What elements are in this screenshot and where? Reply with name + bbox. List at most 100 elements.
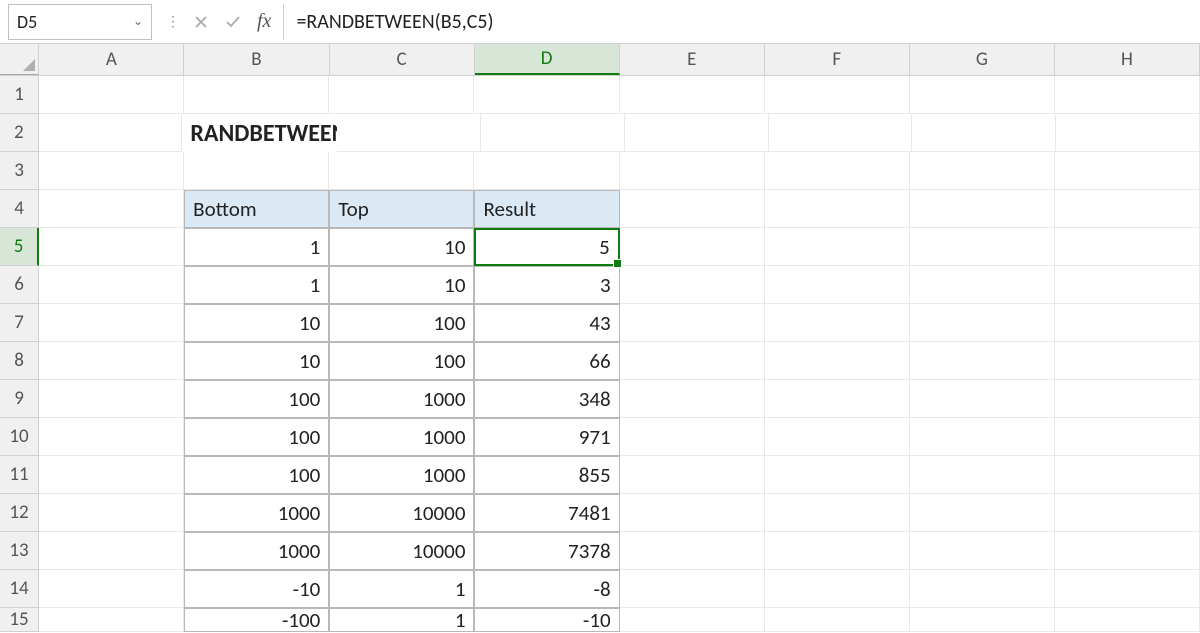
cell-E8[interactable] bbox=[620, 342, 765, 380]
cell-D12[interactable]: 7481 bbox=[474, 494, 619, 532]
cell-C1[interactable] bbox=[329, 76, 474, 114]
cell-B15[interactable]: -100 bbox=[184, 608, 329, 632]
cell-A14[interactable] bbox=[39, 570, 184, 608]
row-header-14[interactable]: 14 bbox=[0, 570, 39, 608]
row-header-6[interactable]: 6 bbox=[0, 266, 39, 304]
cell-B3[interactable] bbox=[184, 152, 329, 190]
cell-A11[interactable] bbox=[39, 456, 184, 494]
cell-D11[interactable]: 855 bbox=[474, 456, 619, 494]
cell-D10[interactable]: 971 bbox=[474, 418, 619, 456]
cell-C15[interactable]: 1 bbox=[329, 608, 474, 632]
cancel-icon[interactable] bbox=[185, 6, 217, 38]
select-all-corner[interactable] bbox=[0, 44, 39, 75]
cell-E3[interactable] bbox=[620, 152, 765, 190]
cell-H10[interactable] bbox=[1055, 418, 1200, 456]
cell-H14[interactable] bbox=[1055, 570, 1200, 608]
cell-A8[interactable] bbox=[39, 342, 184, 380]
row-header-11[interactable]: 11 bbox=[0, 456, 39, 494]
cell-B11[interactable]: 100 bbox=[184, 456, 329, 494]
cell-G14[interactable] bbox=[910, 570, 1055, 608]
column-header-G[interactable]: G bbox=[910, 44, 1055, 75]
cell-A15[interactable] bbox=[39, 608, 184, 632]
column-header-H[interactable]: H bbox=[1055, 44, 1200, 75]
cell-G15[interactable] bbox=[910, 608, 1055, 632]
row-header-13[interactable]: 13 bbox=[0, 532, 39, 570]
cell-E4[interactable] bbox=[620, 190, 765, 228]
cell-B2[interactable]: RANDBETWEEN function bbox=[182, 114, 337, 152]
cell-G4[interactable] bbox=[910, 190, 1055, 228]
chevron-down-icon[interactable]: ⌄ bbox=[133, 14, 143, 29]
cell-B12[interactable]: 1000 bbox=[184, 494, 329, 532]
column-header-D[interactable]: D bbox=[475, 44, 620, 75]
cell-G2[interactable] bbox=[912, 114, 1056, 152]
cell-H8[interactable] bbox=[1055, 342, 1200, 380]
cell-C4[interactable]: Top bbox=[329, 190, 474, 228]
cell-G5[interactable] bbox=[910, 228, 1055, 266]
cell-C10[interactable]: 1000 bbox=[329, 418, 474, 456]
cell-F6[interactable] bbox=[765, 266, 910, 304]
row-header-1[interactable]: 1 bbox=[0, 76, 39, 114]
cell-H1[interactable] bbox=[1055, 76, 1200, 114]
cell-E10[interactable] bbox=[620, 418, 765, 456]
cell-D8[interactable]: 66 bbox=[474, 342, 619, 380]
cell-A7[interactable] bbox=[39, 304, 184, 342]
cell-G12[interactable] bbox=[910, 494, 1055, 532]
cell-D4[interactable]: Result bbox=[474, 190, 619, 228]
cell-B6[interactable]: 1 bbox=[184, 266, 329, 304]
row-header-5[interactable]: 5 bbox=[0, 228, 39, 266]
cell-E11[interactable] bbox=[620, 456, 765, 494]
cell-D3[interactable] bbox=[474, 152, 619, 190]
cell-H13[interactable] bbox=[1055, 532, 1200, 570]
cell-H12[interactable] bbox=[1055, 494, 1200, 532]
cell-E6[interactable] bbox=[620, 266, 765, 304]
cell-C13[interactable]: 10000 bbox=[329, 532, 474, 570]
cell-A10[interactable] bbox=[39, 418, 184, 456]
cell-H4[interactable] bbox=[1055, 190, 1200, 228]
cell-H9[interactable] bbox=[1055, 380, 1200, 418]
row-header-2[interactable]: 2 bbox=[0, 114, 39, 152]
cell-H6[interactable] bbox=[1055, 266, 1200, 304]
cell-B4[interactable]: Bottom bbox=[184, 190, 329, 228]
cell-B14[interactable]: -10 bbox=[184, 570, 329, 608]
cell-B5[interactable]: 1 bbox=[184, 228, 329, 266]
row-header-10[interactable]: 10 bbox=[0, 418, 39, 456]
cell-H15[interactable] bbox=[1055, 608, 1200, 632]
cell-D15[interactable]: -10 bbox=[474, 608, 619, 632]
row-header-12[interactable]: 12 bbox=[0, 494, 39, 532]
column-header-F[interactable]: F bbox=[765, 44, 910, 75]
cell-B1[interactable] bbox=[184, 76, 329, 114]
cell-A6[interactable] bbox=[39, 266, 184, 304]
cell-D2[interactable] bbox=[481, 114, 625, 152]
column-header-A[interactable]: A bbox=[39, 44, 184, 75]
cell-F8[interactable] bbox=[765, 342, 910, 380]
cell-C12[interactable]: 10000 bbox=[329, 494, 474, 532]
cell-D9[interactable]: 348 bbox=[474, 380, 619, 418]
cell-E2[interactable] bbox=[625, 114, 769, 152]
formula-input[interactable] bbox=[283, 4, 1200, 40]
cell-E12[interactable] bbox=[620, 494, 765, 532]
row-header-3[interactable]: 3 bbox=[0, 152, 39, 190]
cell-B13[interactable]: 1000 bbox=[184, 532, 329, 570]
fx-icon[interactable]: fx bbox=[249, 10, 279, 33]
cell-E7[interactable] bbox=[620, 304, 765, 342]
cell-C14[interactable]: 1 bbox=[329, 570, 474, 608]
cell-A5[interactable] bbox=[39, 228, 184, 266]
cell-F4[interactable] bbox=[765, 190, 910, 228]
cell-A9[interactable] bbox=[39, 380, 184, 418]
cell-F15[interactable] bbox=[765, 608, 910, 632]
row-header-8[interactable]: 8 bbox=[0, 342, 39, 380]
cell-G7[interactable] bbox=[910, 304, 1055, 342]
cell-E5[interactable] bbox=[620, 228, 765, 266]
cell-D14[interactable]: -8 bbox=[474, 570, 619, 608]
cell-G13[interactable] bbox=[910, 532, 1055, 570]
cell-H7[interactable] bbox=[1055, 304, 1200, 342]
cell-D6[interactable]: 3 bbox=[474, 266, 619, 304]
cell-B10[interactable]: 100 bbox=[184, 418, 329, 456]
cell-B7[interactable]: 10 bbox=[184, 304, 329, 342]
cell-H2[interactable] bbox=[1056, 114, 1200, 152]
cell-G3[interactable] bbox=[910, 152, 1055, 190]
cell-E13[interactable] bbox=[620, 532, 765, 570]
cell-C8[interactable]: 100 bbox=[329, 342, 474, 380]
enter-icon[interactable] bbox=[217, 6, 249, 38]
cell-A4[interactable] bbox=[39, 190, 184, 228]
